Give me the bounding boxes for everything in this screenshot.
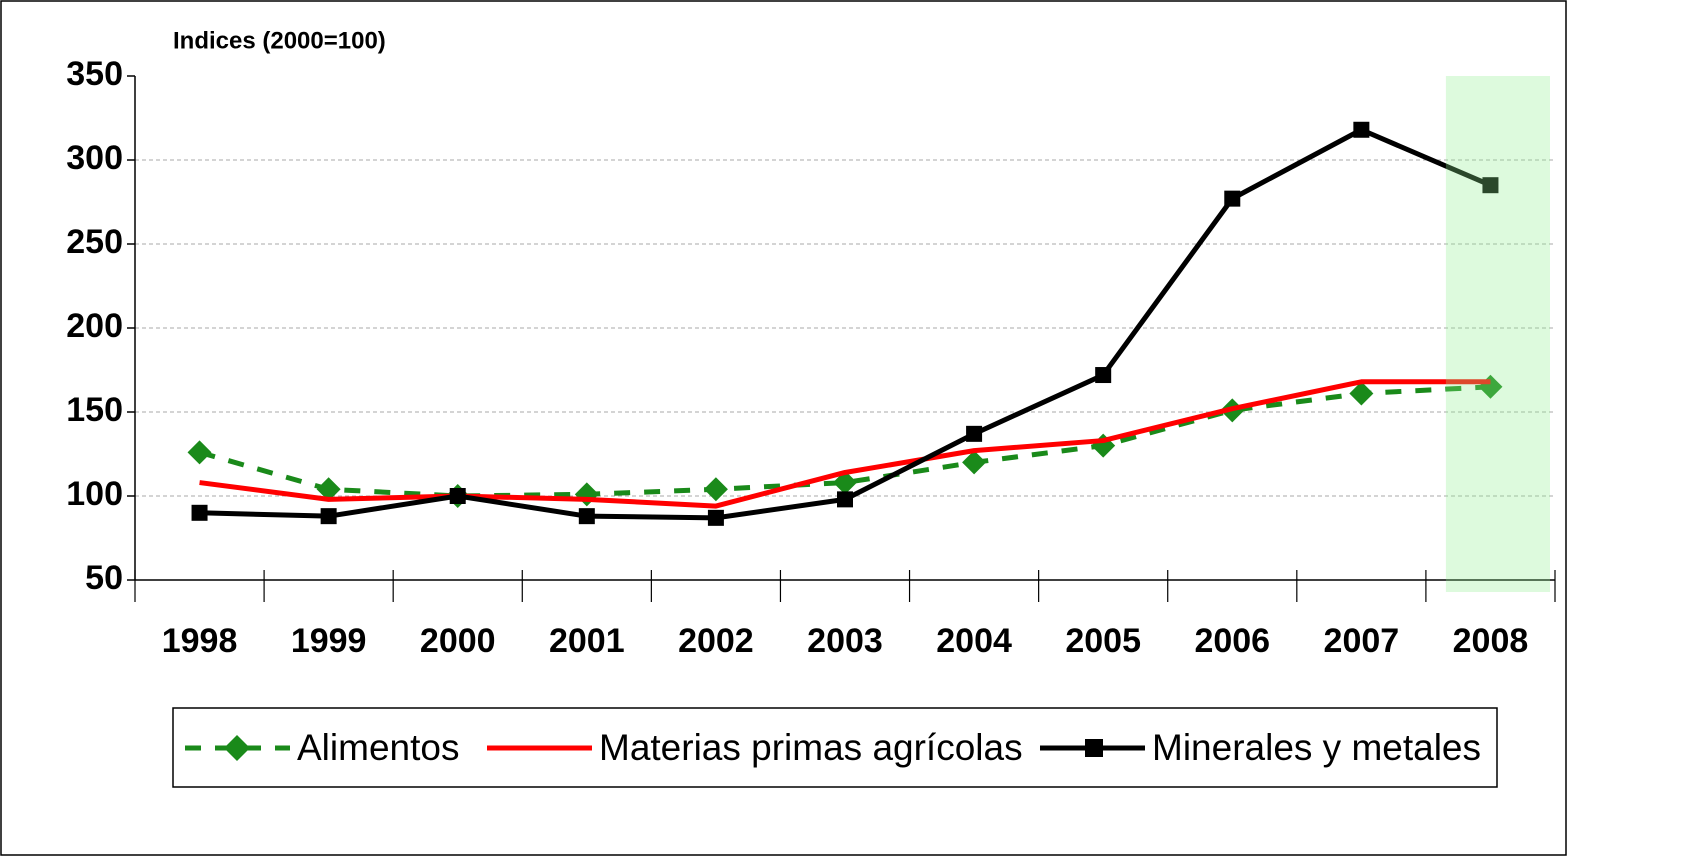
- square-marker: [1224, 190, 1241, 207]
- y-tick-label: 200: [66, 307, 123, 345]
- legend-box: [172, 707, 1498, 788]
- square-marker: [837, 491, 853, 508]
- series-1: [199, 379, 1491, 509]
- x-tick-label: 2005: [1065, 622, 1141, 660]
- legend-label: Materias primas agrícolas: [599, 727, 1023, 768]
- projection-highlight: [1445, 76, 1550, 592]
- x-tick-label: 1998: [162, 622, 238, 660]
- square-marker: [1353, 121, 1370, 138]
- x-tick-label: 2000: [420, 622, 496, 660]
- square-marker: [1095, 367, 1112, 384]
- square-marker: [449, 488, 466, 504]
- y-tick-label: 150: [66, 391, 123, 429]
- y-tick-label: 350: [66, 55, 123, 93]
- legend-marker: [224, 735, 250, 761]
- x-tick-label: 2001: [549, 622, 625, 660]
- legend-marker: [1085, 739, 1103, 757]
- square-marker: [320, 508, 337, 525]
- diamond-marker: [1349, 381, 1374, 406]
- x-tick-label: 2004: [936, 622, 1012, 660]
- x-tick-label: 1999: [291, 622, 367, 660]
- x-tick-label: 2006: [1194, 622, 1270, 660]
- y-tick-label: 50: [85, 559, 123, 597]
- square-marker: [191, 504, 208, 521]
- series-line: [199, 379, 1491, 509]
- x-tick-label: 2007: [1324, 622, 1400, 660]
- x-tick-label: 2003: [807, 622, 883, 660]
- series-line: [198, 384, 1491, 499]
- x-tick-label: 2008: [1453, 622, 1529, 660]
- y-axis-title: Indices (2000=100): [173, 27, 386, 54]
- square-marker: [707, 509, 724, 526]
- series-2: [191, 121, 1499, 526]
- y-tick-label: 300: [66, 139, 123, 177]
- diamond-marker: [316, 477, 341, 502]
- square-marker: [966, 425, 983, 442]
- legend-label: Minerales y metales: [1152, 727, 1481, 768]
- square-marker: [1482, 177, 1499, 194]
- y-tick-label: 250: [66, 223, 123, 261]
- legend-label: Alimentos: [297, 727, 459, 768]
- y-tick-label: 100: [66, 475, 123, 513]
- diamond-marker: [703, 477, 728, 502]
- square-marker: [578, 508, 595, 525]
- diamond-marker: [962, 450, 987, 475]
- x-tick-label: 2002: [678, 622, 754, 660]
- diamond-marker: [187, 440, 212, 465]
